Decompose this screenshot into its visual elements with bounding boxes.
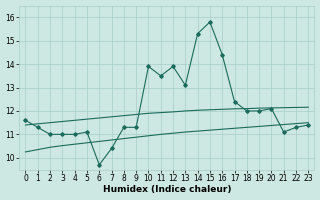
X-axis label: Humidex (Indice chaleur): Humidex (Indice chaleur) (103, 185, 231, 194)
